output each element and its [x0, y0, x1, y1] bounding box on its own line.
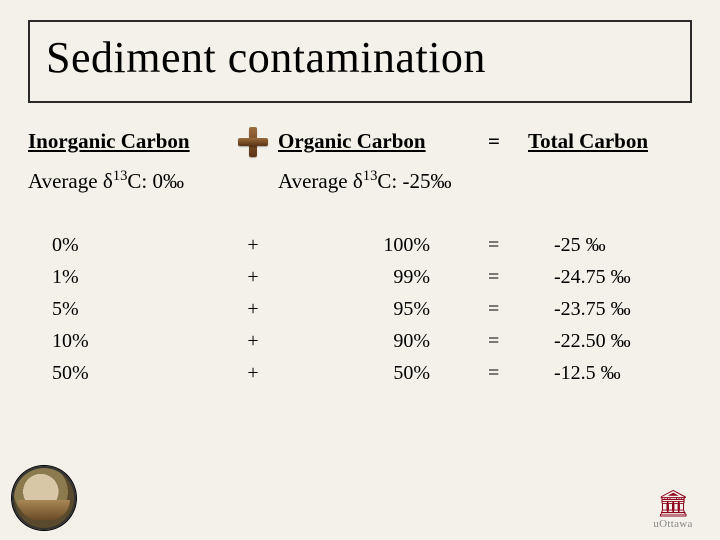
cell-plus: + — [247, 359, 258, 387]
cell-plus: + — [247, 295, 258, 323]
header-equals: = — [488, 129, 500, 159]
cell-inorg: 1% — [28, 263, 228, 291]
plus-icon — [238, 127, 268, 157]
cell-org: 50% — [278, 359, 488, 387]
cell-total: -24.75 ‰ — [528, 263, 688, 291]
logo-right-text: uOttawa — [642, 518, 704, 530]
title-box: Sediment contamination — [28, 20, 692, 103]
eq-prefix: = — [488, 129, 500, 153]
cell-eq: = — [488, 263, 499, 291]
logo-left-icon — [12, 466, 76, 530]
content-columns: Inorganic Carbon Average δ13C: 0‰ 0% 1% 5%… — [28, 129, 692, 387]
cell-inorg: 0% — [28, 231, 228, 259]
column-organic: Organic Carbon Average δ13C: -25‰ 100% 99… — [278, 129, 488, 387]
column-plus: + + + + + — [228, 129, 278, 387]
rows-organic: 100% 99% 95% 90% 50% — [278, 231, 488, 387]
header-total: Total Carbon — [528, 129, 688, 159]
cell-plus: + — [247, 231, 258, 259]
header-organic: Organic Carbon — [278, 129, 488, 159]
slide-title: Sediment contamination — [46, 32, 674, 83]
column-total: Total Carbon -25 ‰ -24.75 ‰ -23.75 ‰ -22.50… — [528, 129, 688, 387]
cell-inorg: 50% — [28, 359, 228, 387]
cell-org: 99% — [278, 263, 488, 291]
cell-total: -22.50 ‰ — [528, 327, 688, 355]
cell-plus: + — [247, 327, 258, 355]
cell-eq: = — [488, 327, 499, 355]
rows-inorganic: 0% 1% 5% 10% 50% — [28, 231, 228, 387]
subheader-inorganic: Average δ13C: 0‰ — [28, 169, 228, 203]
cell-inorg: 5% — [28, 295, 228, 323]
cell-org: 95% — [278, 295, 488, 323]
cell-org: 100% — [278, 231, 488, 259]
column-equals: = = = = = = — [488, 129, 528, 387]
cell-total: -23.75 ‰ — [528, 295, 688, 323]
cell-eq: = — [488, 359, 499, 387]
subheader-spacer-3 — [528, 169, 688, 203]
cell-total: -25 ‰ — [528, 231, 688, 259]
cell-inorg: 10% — [28, 327, 228, 355]
column-inorganic: Inorganic Carbon Average δ13C: 0‰ 0% 1% 5%… — [28, 129, 228, 387]
logo-right: 🏛 uOttawa — [642, 491, 704, 530]
plus-icon-header — [238, 129, 268, 159]
cell-eq: = — [488, 295, 499, 323]
building-icon: 🏛 — [642, 491, 704, 517]
rows-equals: = = = = = — [488, 231, 499, 387]
rows-plus: + + + + + — [247, 231, 258, 387]
header-inorganic: Inorganic Carbon — [28, 129, 228, 159]
rows-total: -25 ‰ -24.75 ‰ -23.75 ‰ -22.50 ‰ -12.5 ‰ — [528, 231, 688, 387]
slide: Sediment contamination Inorganic Carbon … — [0, 0, 720, 540]
cell-org: 90% — [278, 327, 488, 355]
cell-eq: = — [488, 231, 499, 259]
subheader-organic: Average δ13C: -25‰ — [278, 169, 488, 203]
cell-plus: + — [247, 263, 258, 291]
cell-total: -12.5 ‰ — [528, 359, 688, 387]
